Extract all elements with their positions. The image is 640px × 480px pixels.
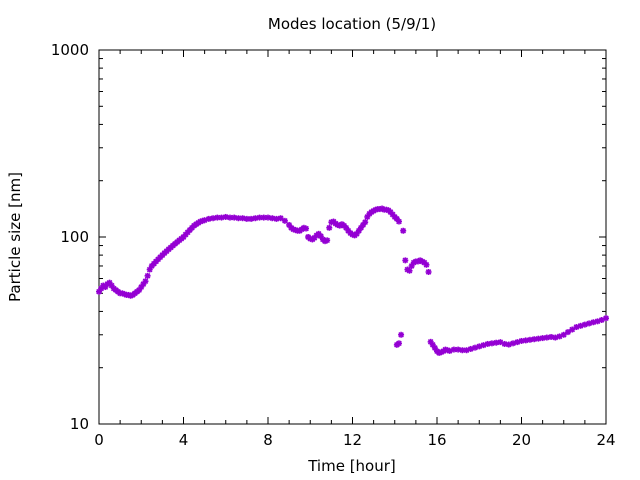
- x-tick-label: 0: [94, 431, 104, 449]
- data-point: [408, 262, 415, 269]
- chart-title: Modes location (5/9/1): [268, 15, 436, 33]
- y-axis-label: Particle size [nm]: [6, 172, 24, 302]
- x-tick-label: 12: [343, 431, 362, 449]
- data-point: [501, 340, 508, 347]
- data-point: [531, 336, 538, 343]
- axis-tick-labels: 0 4 8 12 16 20 24 10 100 1000: [51, 41, 616, 449]
- data-point: [560, 331, 567, 338]
- x-tick-label: 20: [512, 431, 531, 449]
- data-point: [277, 215, 284, 222]
- data-point: [423, 261, 430, 268]
- x-tick-label: 4: [179, 431, 189, 449]
- data-point: [450, 346, 457, 353]
- data-point: [569, 326, 576, 333]
- data-point: [398, 331, 405, 338]
- y-tick-label: 1000: [51, 41, 89, 59]
- data-point: [326, 224, 333, 231]
- data-point: [265, 214, 271, 221]
- data-point: [256, 214, 263, 221]
- data-point: [144, 272, 151, 279]
- data-point: [564, 329, 571, 336]
- x-tick-label: 16: [427, 431, 446, 449]
- data-point: [362, 219, 369, 226]
- data-point: [400, 227, 407, 234]
- y-tick-label: 10: [70, 415, 89, 433]
- data-point: [214, 214, 221, 221]
- x-tick-label: 24: [596, 431, 615, 449]
- data-point: [395, 218, 402, 225]
- data-point: [425, 268, 432, 275]
- data-point: [324, 237, 331, 244]
- data-point: [281, 217, 288, 224]
- data-point: [603, 315, 609, 322]
- data-point: [543, 334, 550, 341]
- data-point: [222, 213, 229, 220]
- data-point: [142, 278, 149, 285]
- y-tick-label: 100: [60, 228, 89, 246]
- data-point: [303, 225, 310, 232]
- data-point: [395, 340, 402, 347]
- data-point: [406, 267, 413, 274]
- x-tick-label: 8: [263, 431, 273, 449]
- x-axis-label: Time [hour]: [307, 457, 396, 475]
- data-point: [343, 224, 350, 231]
- data-point: [402, 257, 409, 264]
- data-point: [522, 337, 529, 344]
- data-point: [518, 337, 525, 344]
- axis-ticks: [98, 49, 607, 425]
- data-point: [539, 335, 546, 342]
- data-point: [239, 215, 246, 222]
- data-points: [96, 205, 609, 356]
